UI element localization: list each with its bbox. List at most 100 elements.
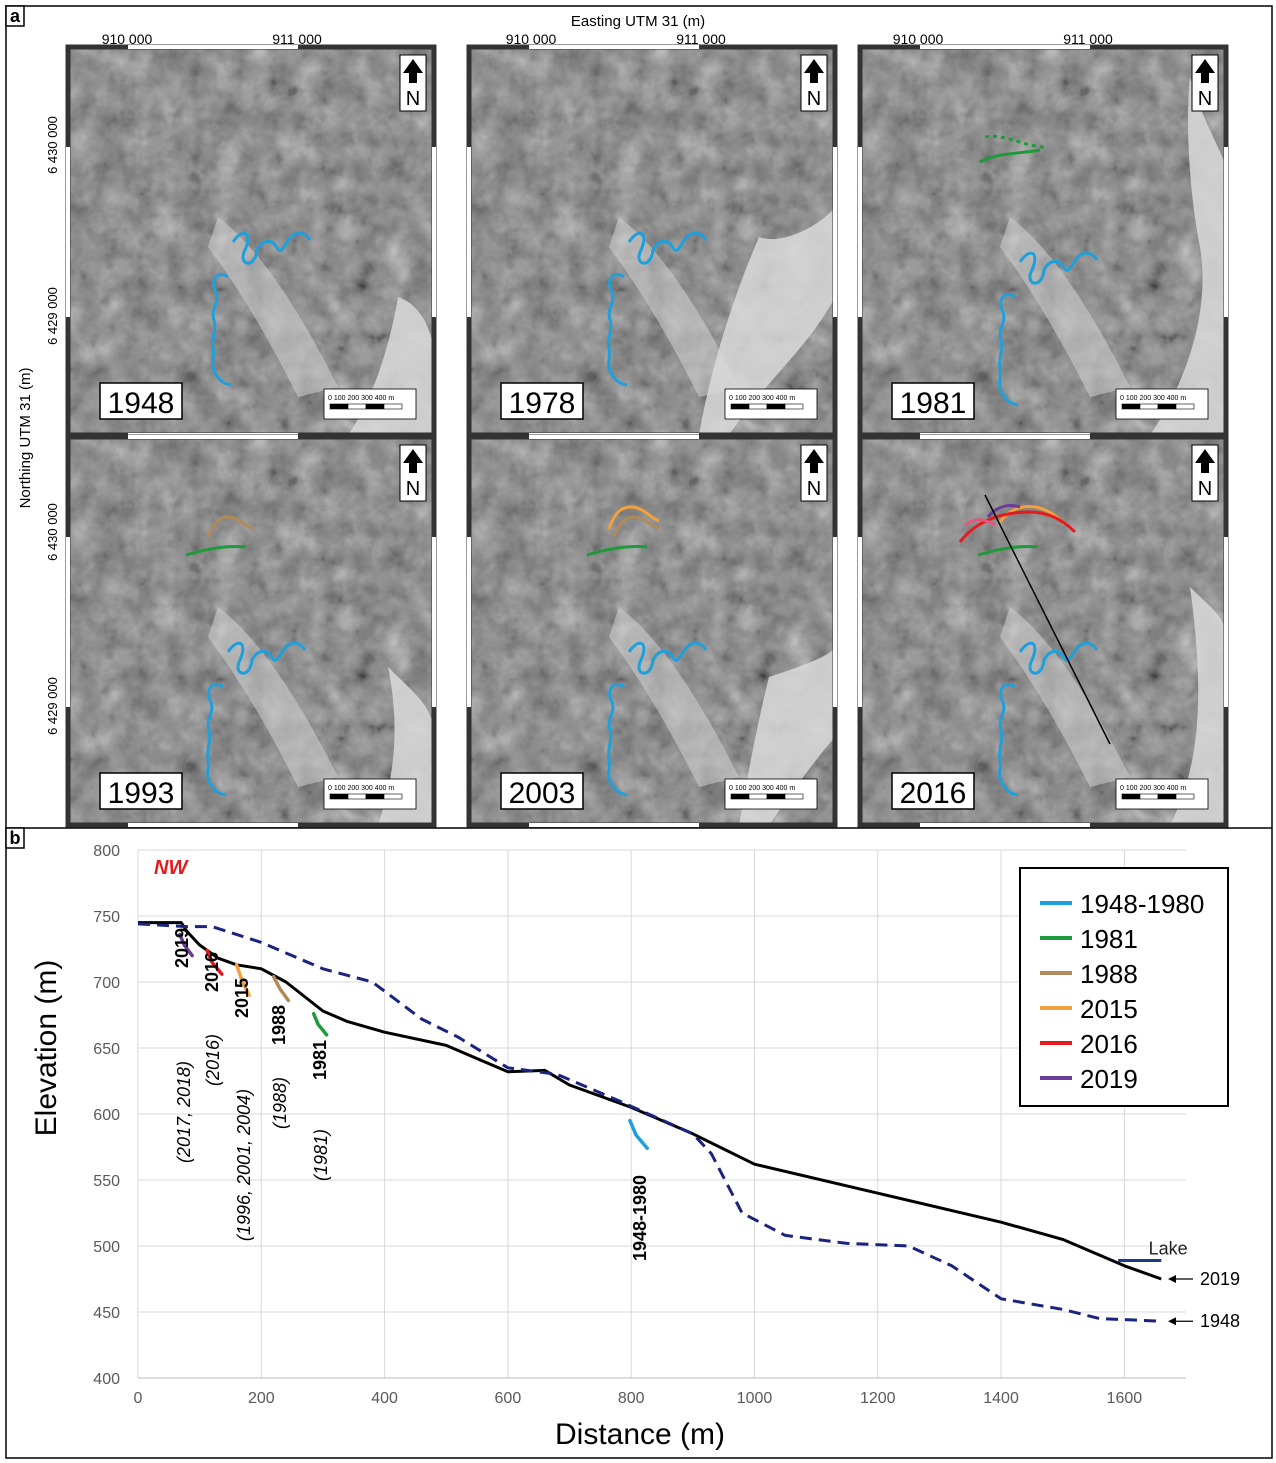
y-axis-title: Elevation (m) <box>30 960 63 1137</box>
scarp-year-label: 1981 <box>310 1040 330 1080</box>
scalebar-segment <box>383 403 403 410</box>
scarp-detail-label: (1981) <box>311 1129 331 1181</box>
scarp-pink <box>964 518 996 527</box>
north-arrow-icon <box>804 59 824 83</box>
map-tile: N 1948 0 100 200 300 400 m <box>65 44 437 438</box>
scarp-year-label: 1948-1980 <box>630 1175 650 1261</box>
easting-tick-910000: 910 000 <box>506 31 557 47</box>
map-frame-tick <box>920 45 1090 49</box>
scarp-year-label: 2015 <box>232 978 252 1018</box>
legend-label: 2015 <box>1080 994 1138 1024</box>
map-frame-tick <box>467 537 471 707</box>
x-tick-label: 200 <box>248 1390 275 1407</box>
map-frame-tick <box>467 147 471 317</box>
legend-label: 2019 <box>1080 1064 1138 1094</box>
map-frame-tick <box>1224 537 1228 707</box>
profile-line <box>984 494 1111 745</box>
year-label: 2016 <box>900 777 967 810</box>
scarp-mark-2015 <box>234 963 251 997</box>
scarp-1988 <box>612 515 660 538</box>
north-label: N <box>406 88 420 110</box>
northing-tick-6430000: 6 430 000 <box>45 116 60 174</box>
map-tile: N 2016 0 100 200 300 400 m <box>857 434 1229 828</box>
scarp-1988 <box>206 515 254 538</box>
scalebar-segment <box>1139 793 1159 800</box>
map-frame-tick <box>432 147 436 317</box>
x-tick-label: 1600 <box>1107 1390 1143 1407</box>
north-arrow-icon <box>1195 449 1215 473</box>
scarp-2015 <box>607 505 660 530</box>
profile-2019-label: 2019 <box>1200 1269 1240 1289</box>
year-label-box <box>891 382 975 420</box>
scalebar-segment <box>1175 403 1195 410</box>
map-frame-tick <box>432 537 436 707</box>
scalebar-segment <box>1121 793 1141 800</box>
scalebar-text: 0 100 200 300 400 m <box>1120 785 1186 792</box>
scarp-mark-1948-1980 <box>628 1118 649 1151</box>
easting-axis-title: Easting UTM 31 (m) <box>571 13 705 30</box>
x-tick-label: 1200 <box>860 1390 896 1407</box>
map-frame-tick <box>66 147 70 317</box>
lake-area <box>699 207 835 435</box>
north-arrow-icon <box>403 449 423 473</box>
profile-2019-arrow-head <box>1168 1275 1176 1283</box>
y-tick-label: 450 <box>93 1305 120 1322</box>
map-tile: N 1981 0 100 200 300 400 m <box>857 44 1229 438</box>
x-axis-title: Distance (m) <box>555 1418 725 1451</box>
scarp-1948-1980 <box>607 273 628 387</box>
scarp-1981 <box>977 545 1039 557</box>
scalebar-segment <box>730 793 750 800</box>
scalebar-segment <box>748 403 768 410</box>
scalebar-segment <box>748 793 768 800</box>
map-frame-tick <box>128 823 298 827</box>
landslide-scar <box>208 607 338 787</box>
scarp-2016 <box>958 510 1077 543</box>
scalebar-text: 0 100 200 300 400 m <box>328 785 394 792</box>
scarp-detail-label: (2017, 2018) <box>174 1061 194 1163</box>
profile-1948-arrow-head <box>1168 1317 1176 1326</box>
scalebar-segment <box>1121 403 1141 410</box>
lake-label: Lake <box>1149 1239 1188 1259</box>
x-tick-label: 400 <box>371 1390 398 1407</box>
scalebar-segment <box>347 793 367 800</box>
legend-label: 1981 <box>1080 924 1138 954</box>
scalebar: 0 100 200 300 400 m <box>1115 778 1209 810</box>
map-frame-tick <box>529 823 699 827</box>
landslide-scar <box>208 217 338 397</box>
legend-box <box>1019 867 1229 1107</box>
year-label-box <box>500 772 584 810</box>
scalebar-segment <box>766 403 786 410</box>
map-frame-tick <box>833 147 837 317</box>
scarp-1948-1980 <box>206 683 227 797</box>
scarp-detail-label: (1996, 2001, 2004) <box>234 1089 254 1241</box>
legend: 1948-1980 1981 1988 2015 2016 2019 <box>1019 867 1229 1107</box>
scarp-mark-2019 <box>178 932 194 958</box>
map-frame-tick <box>529 45 699 49</box>
north-label: N <box>807 478 821 500</box>
northing-tick-6430000: 6 430 000 <box>45 503 60 561</box>
y-tick-label: 750 <box>93 909 120 926</box>
map-frame-tick <box>858 147 862 317</box>
scalebar: 0 100 200 300 400 m <box>724 388 818 420</box>
scarp-1948-1980 <box>627 231 708 265</box>
northing-tick-6429000: 6 429 000 <box>45 287 60 345</box>
north-label: N <box>1198 478 1212 500</box>
scarp-mark-2016 <box>205 948 224 976</box>
year-label: 1981 <box>900 387 967 420</box>
scarp-1948-1980 <box>1018 641 1099 675</box>
x-tick-label: 1000 <box>737 1390 773 1407</box>
panel-a-label-box <box>5 5 25 27</box>
scarp-1948-1980 <box>231 231 312 265</box>
scalebar-segment <box>329 793 349 800</box>
lake-area <box>1150 77 1226 435</box>
scalebar-segment <box>784 403 804 410</box>
map-frame-tick <box>128 45 298 49</box>
figure-frame <box>5 5 1273 1459</box>
year-label: 2003 <box>509 777 576 810</box>
panel-b-label: b <box>10 828 21 848</box>
scalebar-segment <box>784 793 804 800</box>
scalebar: 0 100 200 300 400 m <box>323 388 417 420</box>
map-frame-tick <box>1224 147 1228 317</box>
map-photo-detail <box>860 437 1226 825</box>
direction-label: NW <box>154 857 189 879</box>
